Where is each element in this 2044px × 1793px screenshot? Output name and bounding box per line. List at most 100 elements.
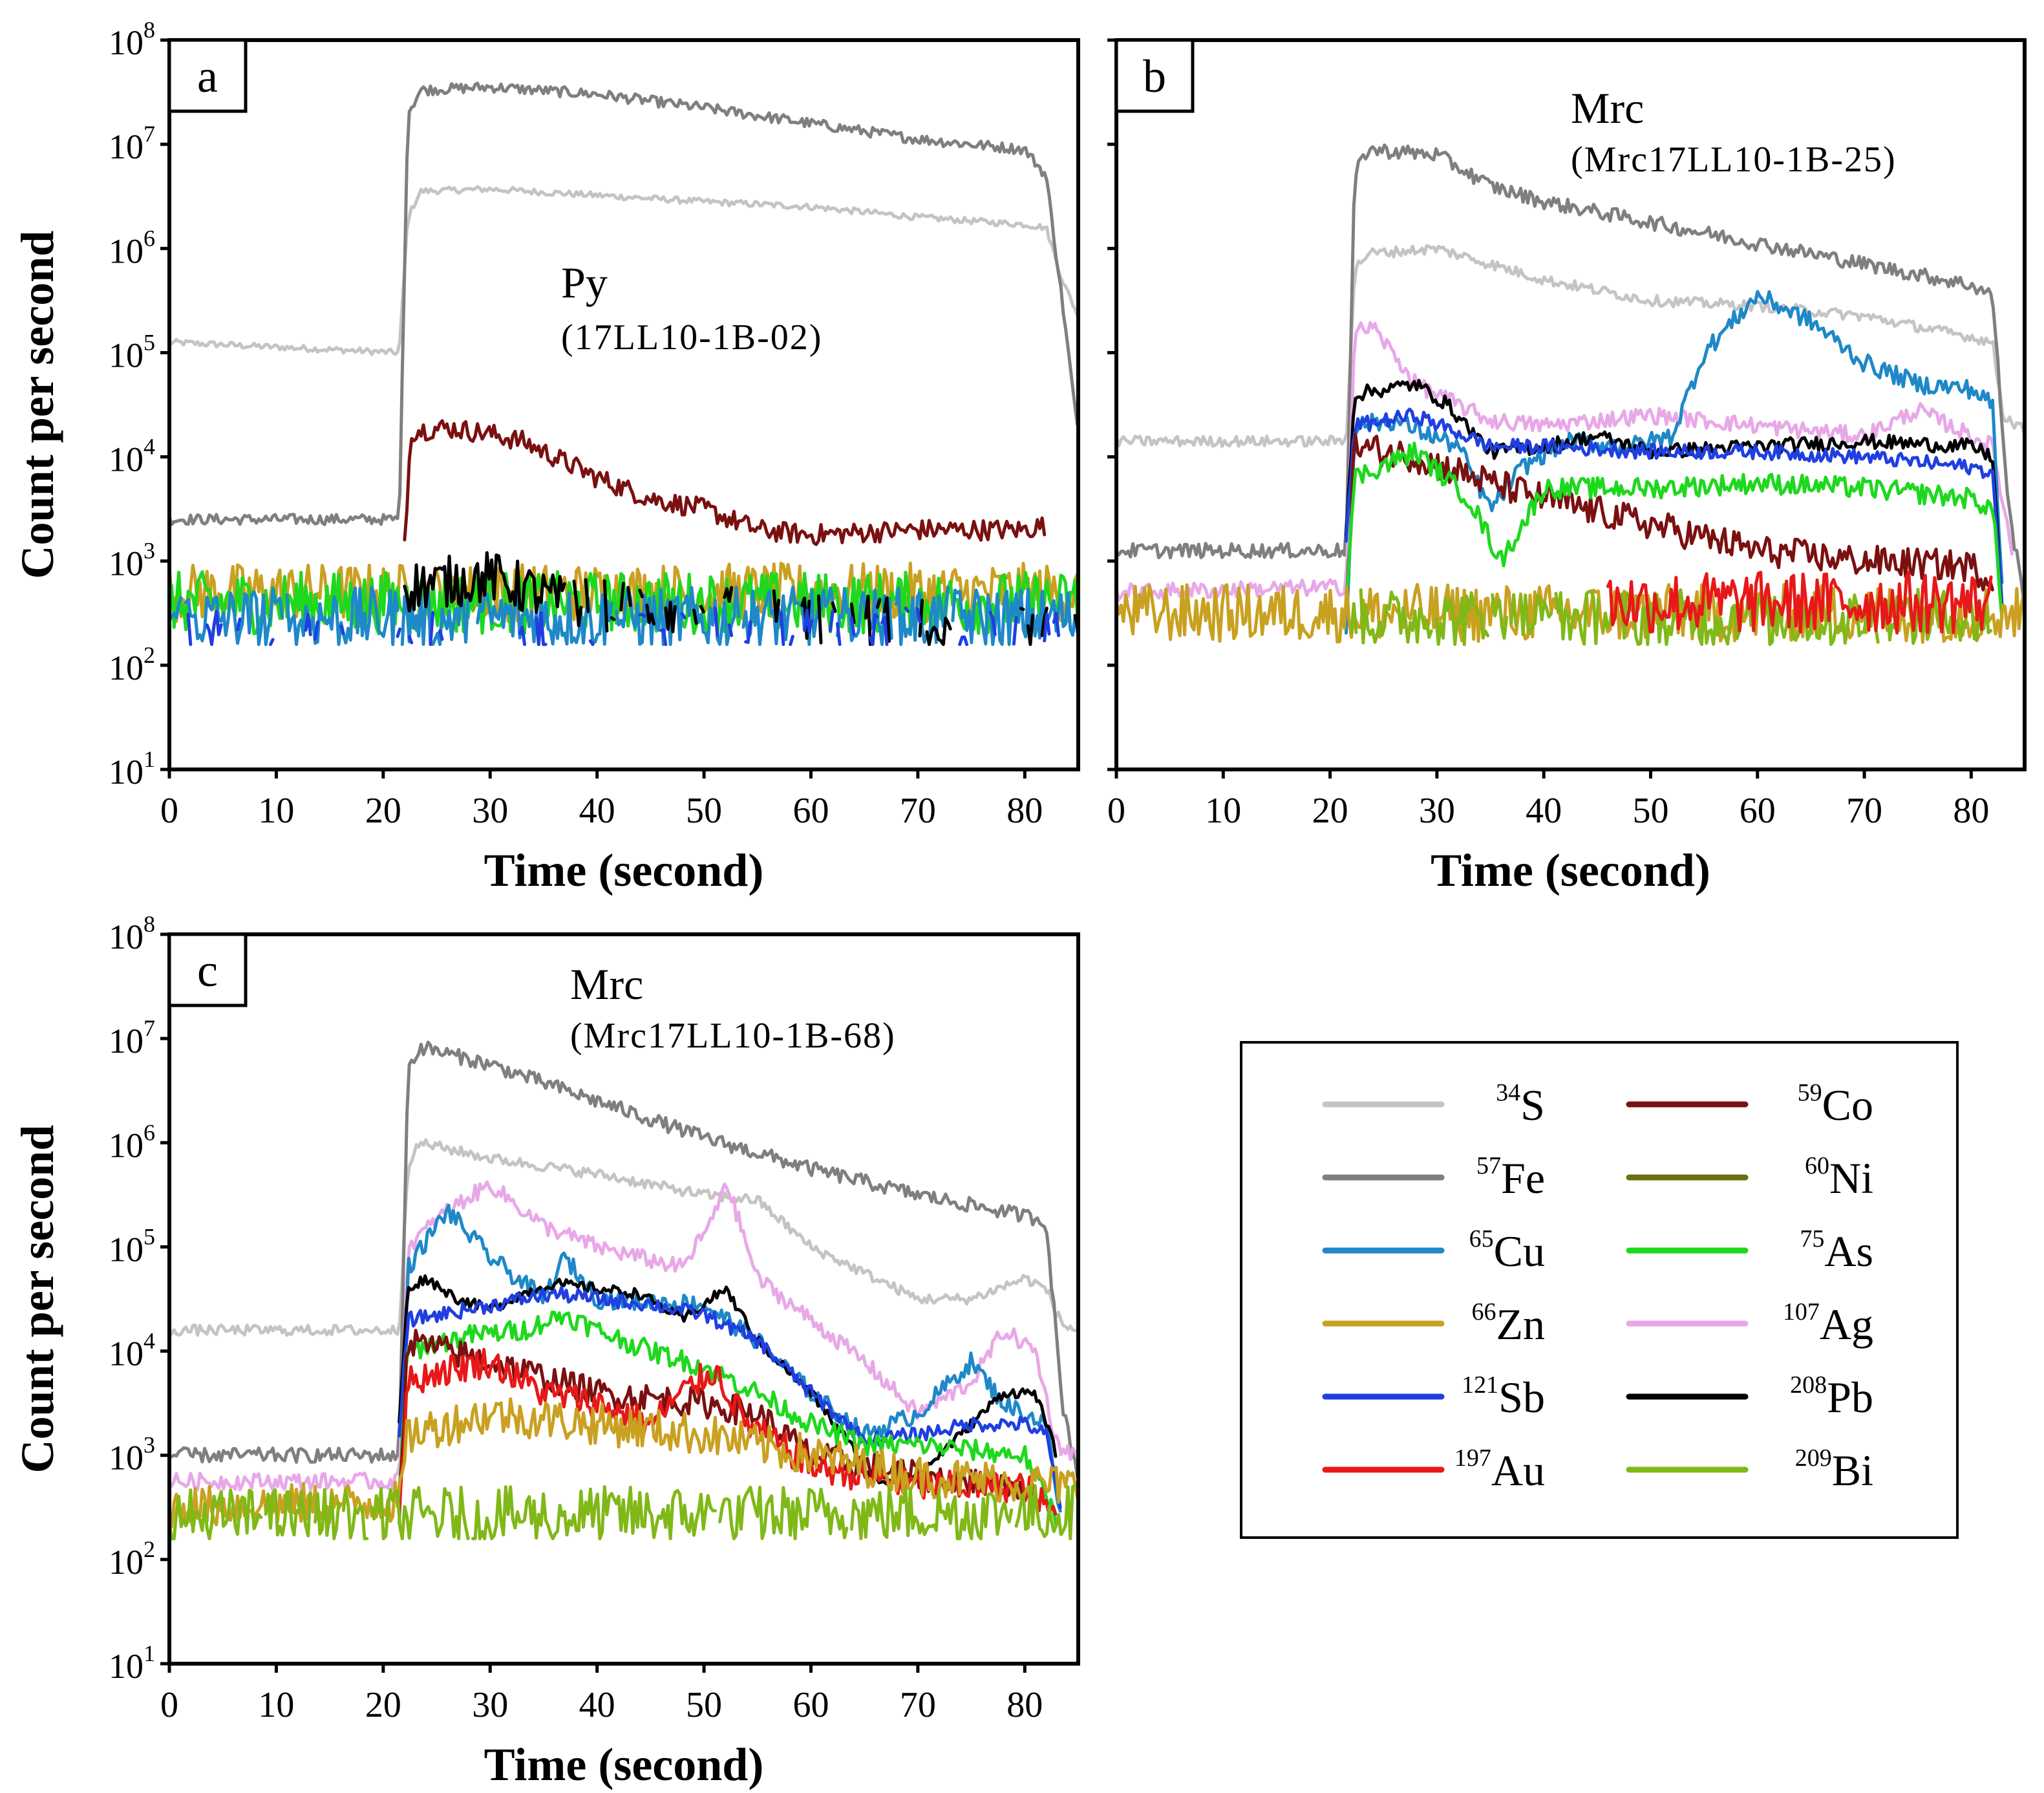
y-tick-label: 108 <box>109 911 155 956</box>
y-tick-label: 108 <box>109 17 155 62</box>
legend-item-Ag107: 107Ag <box>1626 1298 1873 1349</box>
legend-item-Co59: 59Co <box>1626 1079 1873 1130</box>
series-line-S34 <box>1116 244 2025 448</box>
series-line-Cu65 <box>169 585 1078 647</box>
x-axis-title: Time (second) <box>1431 844 1710 896</box>
x-tick-label: 0 <box>160 791 178 831</box>
legend-item-Sb121: 121Sb <box>1322 1371 1545 1422</box>
x-tick-label: 40 <box>1526 791 1562 831</box>
series-line-As75 <box>1344 442 2004 621</box>
legend-item-Pb208: 208Pb <box>1626 1371 1873 1422</box>
panel-letter-box <box>1114 38 1195 113</box>
y-tick-label: 104 <box>109 1328 155 1373</box>
legend-item-Ni60: 60Ni <box>1626 1152 1873 1203</box>
mineral-label: Mrc <box>570 960 643 1009</box>
x-tick-label: 0 <box>1107 791 1125 831</box>
sample-id-label: (Mrc17LL10-1B-25) <box>1571 140 1897 180</box>
sample-id-label: (Mrc17LL10-1B-68) <box>570 1016 896 1056</box>
x-tick-label: 10 <box>258 1685 294 1725</box>
series-line-Fe57 <box>169 1040 1078 1479</box>
y-tick-label: 106 <box>109 1119 155 1165</box>
panel-c: 101 102 103 104 105 106 107 108 0 10 20 30 40 50 60 70 8… <box>12 911 1080 1790</box>
panel-b: 0 10 20 30 40 50 60 70 80 Time (second) b Mrc (Mrc17… <box>1107 38 2027 896</box>
y-tick-label: 102 <box>109 642 155 687</box>
plot-frame <box>1114 38 2027 771</box>
series-group <box>169 81 1078 647</box>
series-line-Co59 <box>403 419 1047 546</box>
x-tick-label: 70 <box>1846 791 1882 831</box>
legend-label: 66Zn <box>1471 1298 1545 1349</box>
legend-item-Fe57: 57Fe <box>1322 1152 1545 1203</box>
x-tick-label: 30 <box>472 1685 508 1725</box>
y-tick-label: 104 <box>109 434 155 479</box>
series-line-Pb208 <box>1344 378 2004 608</box>
x-tick-label: 20 <box>365 791 401 831</box>
x-tick-label: 30 <box>472 791 508 831</box>
x-axis-title: Time (second) <box>484 1739 764 1790</box>
panel-a: 101 102 103 104 105 106 107 108 0 10 20 30 40 50 60 70 8… <box>12 17 1080 896</box>
x-tick-label: 50 <box>686 1685 722 1725</box>
panel-letter-box <box>167 38 248 113</box>
legend-item-As75: 75As <box>1626 1225 1873 1276</box>
x-tick-label: 70 <box>900 1685 936 1725</box>
series-line-Cu65 <box>398 1203 1062 1525</box>
x-tick-label: 80 <box>1953 791 1989 831</box>
y-axis-title: Count per second <box>12 1125 63 1474</box>
legend-label: 107Ag <box>1783 1298 1873 1349</box>
x-tick-label: 50 <box>686 791 722 831</box>
plot-frame <box>167 932 1080 1666</box>
legend-label: 57Fe <box>1476 1152 1545 1203</box>
y-tick-label: 105 <box>109 1223 155 1269</box>
x-tick-label: 20 <box>1312 791 1348 831</box>
series-line-Ag107 <box>1116 321 2014 602</box>
legend-label: 60Ni <box>1805 1152 1873 1203</box>
legend-item-Cu65: 65Cu <box>1322 1225 1545 1276</box>
panel-letter-box <box>167 932 248 1007</box>
legend-item-Au197: 197Au <box>1322 1444 1545 1495</box>
x-axis-title: Time (second) <box>484 844 764 896</box>
x-tick-label: 70 <box>900 791 936 831</box>
legend-item-Bi209: 209Bi <box>1626 1444 1873 1495</box>
panel-letter: a <box>197 50 218 102</box>
mineral-label: Py <box>561 258 608 307</box>
legend-label: 75As <box>1800 1225 1873 1276</box>
panel-letter: b <box>1143 50 1166 102</box>
y-tick-label: 103 <box>109 1432 155 1477</box>
x-tick-label: 20 <box>365 1685 401 1725</box>
series-line-Zn66 <box>169 1397 1078 1529</box>
y-tick-label: 101 <box>109 746 155 791</box>
series-group <box>169 1040 1078 1541</box>
series-line-Cu65 <box>1344 290 2004 635</box>
series-line-Co59 <box>1344 433 1994 614</box>
x-tick-label: 60 <box>793 791 829 831</box>
legend-label: 34S <box>1496 1079 1545 1130</box>
x-tick-label: 80 <box>1006 791 1043 831</box>
series-line-Fe57 <box>1116 143 2025 605</box>
series-line-Au197 <box>1606 570 1993 635</box>
legend-item-S34: 34S <box>1322 1079 1545 1130</box>
x-tick-label: 80 <box>1006 1685 1043 1725</box>
x-tick-label: 30 <box>1419 791 1455 831</box>
legend-label: 121Sb <box>1462 1371 1545 1422</box>
x-tick-label: 0 <box>160 1685 178 1725</box>
series-line-Pb208 <box>403 551 1078 647</box>
x-tick-label: 50 <box>1632 791 1668 831</box>
series-line-As75 <box>398 1311 1058 1525</box>
mineral-label: Mrc <box>1571 83 1644 133</box>
legend-label: 197Au <box>1454 1444 1545 1495</box>
y-tick-label: 106 <box>109 225 155 270</box>
legend-label: 208Pb <box>1790 1371 1873 1422</box>
panel-letter: c <box>197 945 218 996</box>
series-line-S34 <box>169 1138 1078 1337</box>
series-group <box>1116 143 2025 647</box>
y-tick-label: 103 <box>109 538 155 583</box>
y-axis-title: Count per second <box>12 231 63 579</box>
plot-frame <box>167 38 1080 771</box>
legend-label: 209Bi <box>1795 1444 1873 1495</box>
x-tick-label: 40 <box>579 1685 615 1725</box>
series-line-Sb121 <box>1344 407 2004 613</box>
legend-item-Zn66: 66Zn <box>1322 1298 1545 1349</box>
x-tick-label: 10 <box>1205 791 1241 831</box>
legend-label: 65Cu <box>1469 1225 1545 1276</box>
